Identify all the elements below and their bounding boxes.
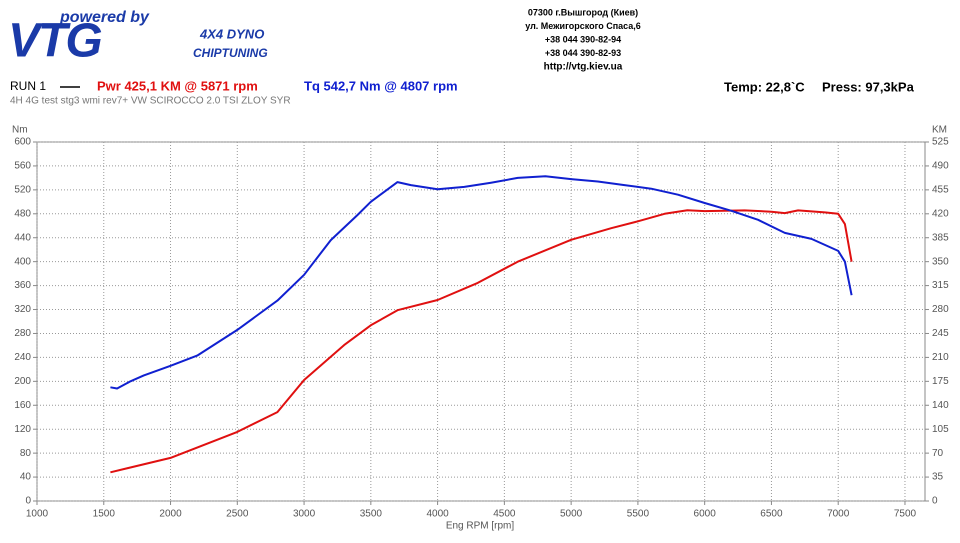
- y-tick-label: 360: [14, 280, 31, 291]
- x-tick-label: 5500: [627, 509, 650, 520]
- y2-tick-label: 350: [932, 256, 949, 267]
- tagline: powered by: [59, 9, 150, 26]
- y2-tick-label: 105: [932, 424, 949, 435]
- x-tick-label: 7500: [894, 509, 917, 520]
- address-line: +38 044 390-82-94: [545, 34, 621, 44]
- y2-tick-label: 315: [932, 280, 949, 291]
- address-line: ул. Межигорского Спаса,6: [525, 21, 641, 31]
- x-tick-label: 5000: [560, 509, 583, 520]
- x-tick-label: 6000: [694, 509, 717, 520]
- y-tick-label: 320: [14, 304, 31, 315]
- x-tick-label: 2000: [159, 509, 182, 520]
- x-tick-label: 1000: [26, 509, 49, 520]
- legend-power: Pwr 425,1 KM @ 5871 rpm: [97, 78, 258, 93]
- y-tick-label: 200: [14, 376, 31, 387]
- y2-tick-label: 280: [932, 304, 949, 315]
- y-tick-label: 0: [25, 496, 31, 507]
- y-tick-label: 560: [14, 161, 31, 172]
- curve: [110, 175, 853, 390]
- press: Press: 97,3kPa: [822, 79, 915, 94]
- x-tick-label: 7000: [827, 509, 850, 520]
- y2-tick-label: 455: [932, 185, 949, 196]
- y-tick-label: 480: [14, 208, 31, 219]
- x-tick-label: 6500: [760, 509, 783, 520]
- x-tick-label: 1500: [93, 509, 116, 520]
- y2-tick-label: 245: [932, 328, 949, 339]
- y2-tick-label: 140: [932, 400, 949, 411]
- y-tick-label: 160: [14, 400, 31, 411]
- address-line: +38 044 390-82-93: [545, 48, 621, 58]
- y-tick-label: 440: [14, 232, 31, 243]
- y2-tick-label: 210: [932, 352, 949, 363]
- y-tick-label: 600: [14, 137, 31, 148]
- address-line: http://vtg.kiev.ua: [544, 62, 623, 73]
- y2-tick-label: 525: [932, 137, 949, 148]
- y-tick-label: 520: [14, 185, 31, 196]
- service: CHIPTUNING: [193, 46, 268, 60]
- dyno-title: 4X4 DYNO: [199, 26, 264, 41]
- x-tick-label: 2500: [226, 509, 249, 520]
- x-tick-label: 3000: [293, 509, 316, 520]
- address-line: 07300 г.Вышгород (Киев): [528, 7, 638, 17]
- y-tick-label: 120: [14, 424, 31, 435]
- x-tick-label: 4500: [493, 509, 516, 520]
- y2-tick-label: 420: [932, 208, 949, 219]
- subtitle: 4H 4G test stg3 wmi rev7+ VW SCIROCCO 2.…: [10, 96, 291, 107]
- run-label: RUN 1: [10, 79, 46, 93]
- y2-tick-label: 385: [932, 232, 949, 243]
- y-tick-label: 40: [20, 472, 32, 483]
- curve: [110, 209, 853, 474]
- x-axis-label: Eng RPM [rpm]: [446, 521, 515, 532]
- y-tick-label: 80: [20, 448, 32, 459]
- y2-tick-label: 35: [932, 472, 944, 483]
- y2-axis-label: KM: [932, 125, 947, 136]
- y2-tick-label: 490: [932, 161, 949, 172]
- temp: Temp: 22,8`C: [724, 79, 805, 94]
- y2-tick-label: 175: [932, 376, 949, 387]
- y-tick-label: 280: [14, 328, 31, 339]
- y-axis-label: Nm: [12, 125, 28, 136]
- y2-tick-label: 70: [932, 448, 944, 459]
- logo: VTG: [8, 15, 101, 68]
- legend-torque: Tq 542,7 Nm @ 4807 rpm: [304, 78, 458, 93]
- y-tick-label: 240: [14, 352, 31, 363]
- y2-tick-label: 0: [932, 496, 938, 507]
- x-tick-label: 3500: [360, 509, 383, 520]
- x-tick-label: 4000: [426, 509, 449, 520]
- y-tick-label: 400: [14, 256, 31, 267]
